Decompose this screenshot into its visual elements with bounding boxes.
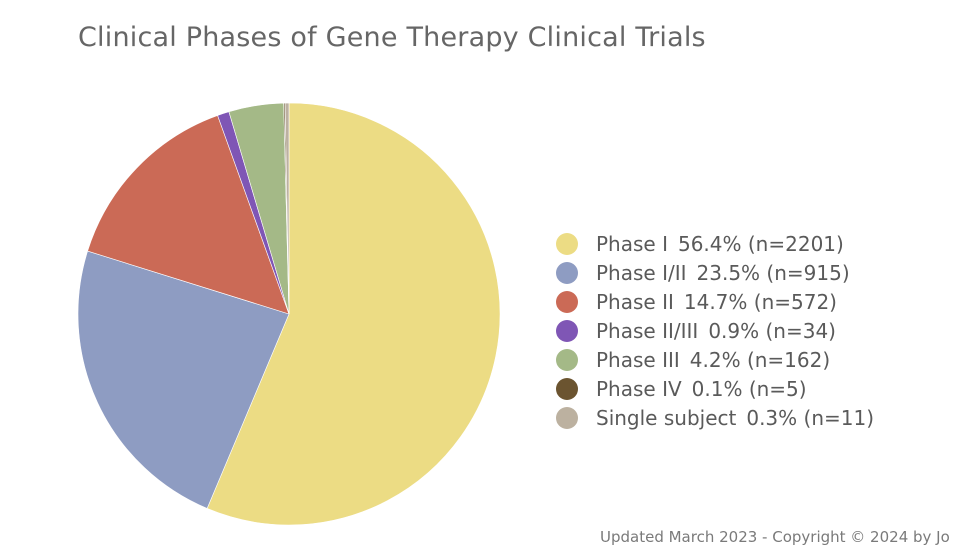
pie-slice-phase-i-ii [77, 250, 290, 509]
pie-slice-phase-ii [87, 115, 290, 315]
footer-copyright: Updated March 2023 - Copyright © 2024 by… [600, 528, 950, 546]
pie-slice-phase-i [206, 102, 501, 526]
legend-swatch [556, 232, 578, 255]
legend-label: Phase I [596, 231, 668, 256]
legend-swatch [556, 377, 578, 400]
legend-value: 23.5% (n=915) [696, 260, 850, 285]
legend-label: Single subject [596, 405, 737, 430]
legend-value: 14.7% (n=572) [683, 289, 837, 314]
legend-label: Phase III [596, 347, 680, 372]
legend-swatch [556, 348, 578, 371]
legend-item: Single subject 0.3% (n=11) [556, 403, 874, 432]
legend-label: Phase IV [596, 376, 682, 401]
legend-swatch [556, 406, 578, 429]
legend-value: 0.3% (n=11) [746, 405, 874, 430]
legend-value: 0.1% (n=5) [691, 376, 807, 401]
pie-slice-single-subject [284, 102, 290, 315]
legend-swatch [556, 319, 578, 342]
legend-item: Phase II 14.7% (n=572) [556, 287, 874, 316]
legend-label: Phase I/II [596, 260, 687, 285]
legend: Phase I 56.4% (n=2201) Phase I/II 23.5% (n=… [556, 229, 874, 432]
legend-label: Phase II/III [596, 318, 699, 343]
chart-title: Clinical Phases of Gene Therapy Clinical… [78, 22, 706, 53]
legend-label: Phase II [596, 289, 674, 314]
legend-value: 0.9% (n=34) [708, 318, 836, 343]
pie-svg [77, 102, 501, 526]
legend-item: Phase II/III 0.9% (n=34) [556, 316, 874, 345]
legend-item: Phase I/II 23.5% (n=915) [556, 258, 874, 287]
legend-swatch [556, 261, 578, 284]
legend-value: 56.4% (n=2201) [677, 231, 844, 256]
legend-item: Phase III 4.2% (n=162) [556, 345, 874, 374]
legend-value: 4.2% (n=162) [689, 347, 831, 372]
legend-item: Phase IV 0.1% (n=5) [556, 374, 874, 403]
pie-chart [70, 100, 510, 530]
legend-swatch [556, 290, 578, 313]
legend-item: Phase I 56.4% (n=2201) [556, 229, 874, 258]
